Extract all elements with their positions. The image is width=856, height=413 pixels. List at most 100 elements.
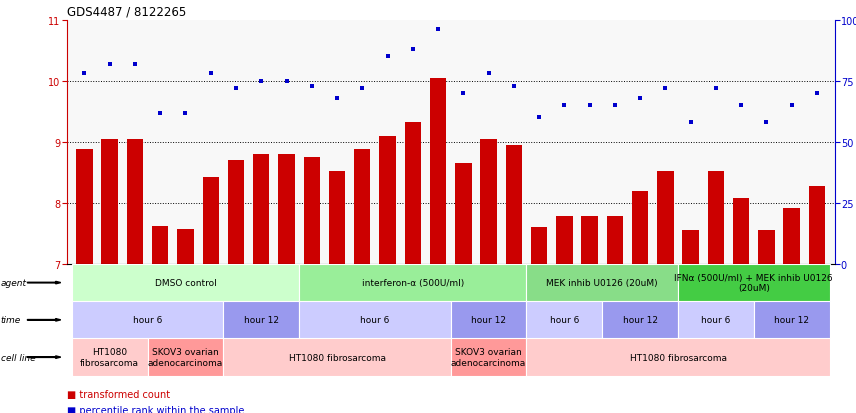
Bar bbox=[754, 301, 829, 339]
Point bbox=[482, 71, 496, 78]
Text: HT1080
fibrosarcoma: HT1080 fibrosarcoma bbox=[80, 348, 140, 367]
Text: ■ transformed count: ■ transformed count bbox=[67, 389, 169, 399]
Point bbox=[406, 47, 419, 53]
Point bbox=[305, 83, 318, 90]
Point bbox=[633, 95, 647, 102]
Bar bbox=[72, 301, 223, 339]
Bar bbox=[76, 150, 92, 264]
Point bbox=[810, 90, 823, 97]
Bar bbox=[278, 154, 294, 264]
Text: hour 6: hour 6 bbox=[360, 316, 389, 325]
Text: DMSO control: DMSO control bbox=[155, 278, 217, 287]
Bar bbox=[203, 178, 219, 264]
Bar bbox=[405, 123, 421, 264]
Bar bbox=[177, 229, 193, 264]
Bar bbox=[632, 191, 648, 264]
Text: HT1080 fibrosarcoma: HT1080 fibrosarcoma bbox=[288, 353, 385, 362]
Bar bbox=[450, 301, 526, 339]
Text: HT1080 fibrosarcoma: HT1080 fibrosarcoma bbox=[629, 353, 727, 362]
Point bbox=[456, 90, 470, 97]
Bar bbox=[223, 339, 450, 376]
Text: hour 12: hour 12 bbox=[471, 316, 506, 325]
Bar bbox=[152, 227, 169, 264]
Bar bbox=[430, 78, 446, 264]
Bar bbox=[147, 339, 223, 376]
Point bbox=[381, 54, 395, 61]
Bar bbox=[526, 301, 603, 339]
Bar bbox=[708, 172, 724, 264]
Point bbox=[355, 85, 369, 92]
Point bbox=[583, 102, 597, 109]
Text: interferon-α (500U/ml): interferon-α (500U/ml) bbox=[362, 278, 464, 287]
Text: SKOV3 ovarian
adenocarcinoma: SKOV3 ovarian adenocarcinoma bbox=[451, 348, 526, 367]
Bar bbox=[531, 228, 547, 264]
Text: hour 6: hour 6 bbox=[133, 316, 163, 325]
Bar bbox=[581, 217, 597, 264]
Bar bbox=[72, 264, 299, 301]
Point bbox=[785, 102, 799, 109]
Point bbox=[78, 71, 92, 78]
Bar bbox=[228, 161, 244, 264]
Bar bbox=[299, 264, 526, 301]
Point bbox=[684, 120, 698, 126]
Bar bbox=[304, 158, 320, 264]
Point bbox=[734, 102, 748, 109]
Text: hour 12: hour 12 bbox=[622, 316, 657, 325]
Point bbox=[229, 85, 243, 92]
Point bbox=[431, 27, 445, 34]
Point bbox=[709, 85, 722, 92]
Bar bbox=[223, 301, 299, 339]
Bar bbox=[450, 339, 526, 376]
Bar bbox=[329, 172, 345, 264]
Bar bbox=[556, 217, 573, 264]
Bar bbox=[809, 186, 825, 264]
Text: hour 6: hour 6 bbox=[550, 316, 579, 325]
Point bbox=[532, 115, 546, 121]
Point bbox=[507, 83, 520, 90]
Text: hour 6: hour 6 bbox=[701, 316, 730, 325]
Bar bbox=[299, 301, 450, 339]
Point bbox=[153, 110, 167, 116]
Point bbox=[254, 78, 268, 85]
Bar bbox=[127, 140, 143, 264]
Bar bbox=[253, 154, 270, 264]
Text: ■ percentile rank within the sample: ■ percentile rank within the sample bbox=[67, 405, 244, 413]
Bar bbox=[733, 199, 749, 264]
Bar bbox=[379, 136, 395, 264]
Text: GDS4487 / 8122265: GDS4487 / 8122265 bbox=[67, 6, 186, 19]
Point bbox=[557, 102, 571, 109]
Bar bbox=[526, 264, 678, 301]
Bar bbox=[603, 301, 678, 339]
Text: IFNα (500U/ml) + MEK inhib U0126
(20uM): IFNα (500U/ml) + MEK inhib U0126 (20uM) bbox=[675, 273, 833, 292]
Bar bbox=[72, 339, 147, 376]
Bar bbox=[526, 339, 829, 376]
Text: cell line: cell line bbox=[1, 353, 35, 362]
Text: SKOV3 ovarian
adenocarcinoma: SKOV3 ovarian adenocarcinoma bbox=[148, 348, 223, 367]
Bar bbox=[758, 231, 775, 264]
Point bbox=[179, 110, 193, 116]
Point bbox=[204, 71, 217, 78]
Text: hour 12: hour 12 bbox=[774, 316, 809, 325]
Point bbox=[608, 102, 621, 109]
Text: agent: agent bbox=[1, 278, 27, 287]
Point bbox=[759, 120, 773, 126]
Bar bbox=[455, 164, 472, 264]
Bar bbox=[678, 301, 754, 339]
Point bbox=[658, 85, 672, 92]
Text: MEK inhib U0126 (20uM): MEK inhib U0126 (20uM) bbox=[546, 278, 658, 287]
Text: hour 12: hour 12 bbox=[244, 316, 279, 325]
Bar bbox=[682, 231, 698, 264]
Bar bbox=[607, 217, 623, 264]
Bar bbox=[657, 172, 674, 264]
Bar bbox=[354, 150, 371, 264]
Bar bbox=[506, 145, 522, 264]
Point bbox=[128, 61, 142, 68]
Bar bbox=[783, 208, 800, 264]
Point bbox=[330, 95, 344, 102]
Bar bbox=[480, 140, 496, 264]
Point bbox=[280, 78, 294, 85]
Bar bbox=[102, 140, 118, 264]
Bar bbox=[678, 264, 829, 301]
Point bbox=[103, 61, 116, 68]
Text: time: time bbox=[1, 316, 21, 325]
